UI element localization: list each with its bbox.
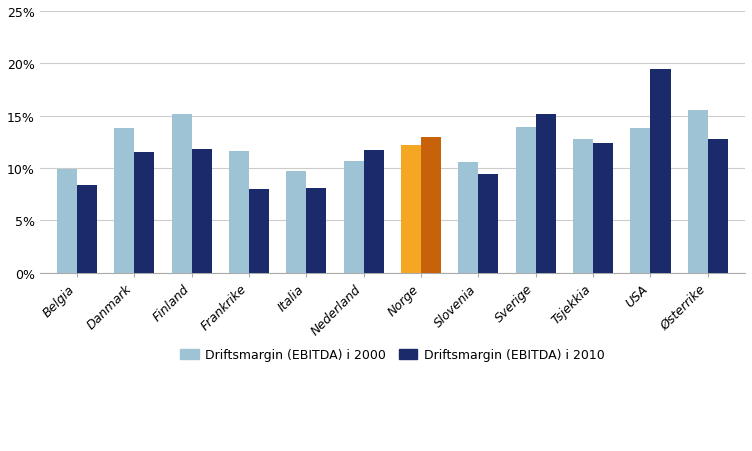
Bar	[77, 185, 97, 273]
Bar	[57, 170, 77, 273]
Bar	[306, 189, 326, 273]
Bar	[478, 175, 499, 273]
Bar	[364, 151, 384, 273]
Bar	[421, 138, 441, 273]
Bar	[573, 139, 593, 273]
Bar	[650, 69, 671, 273]
Bar	[630, 129, 650, 273]
Bar	[229, 152, 249, 273]
Bar	[135, 153, 154, 273]
Bar	[171, 115, 192, 273]
Bar	[192, 150, 212, 273]
Bar	[249, 189, 269, 273]
Bar	[287, 172, 306, 273]
Bar	[593, 143, 613, 273]
Bar	[516, 128, 535, 273]
Bar	[344, 161, 364, 273]
Bar	[708, 139, 728, 273]
Bar	[535, 115, 556, 273]
Bar	[401, 146, 421, 273]
Bar	[688, 111, 708, 273]
Legend: Driftsmargin (EBITDA) i 2000, Driftsmargin (EBITDA) i 2010: Driftsmargin (EBITDA) i 2000, Driftsmarg…	[175, 343, 609, 366]
Bar	[114, 129, 135, 273]
Bar	[458, 162, 478, 273]
